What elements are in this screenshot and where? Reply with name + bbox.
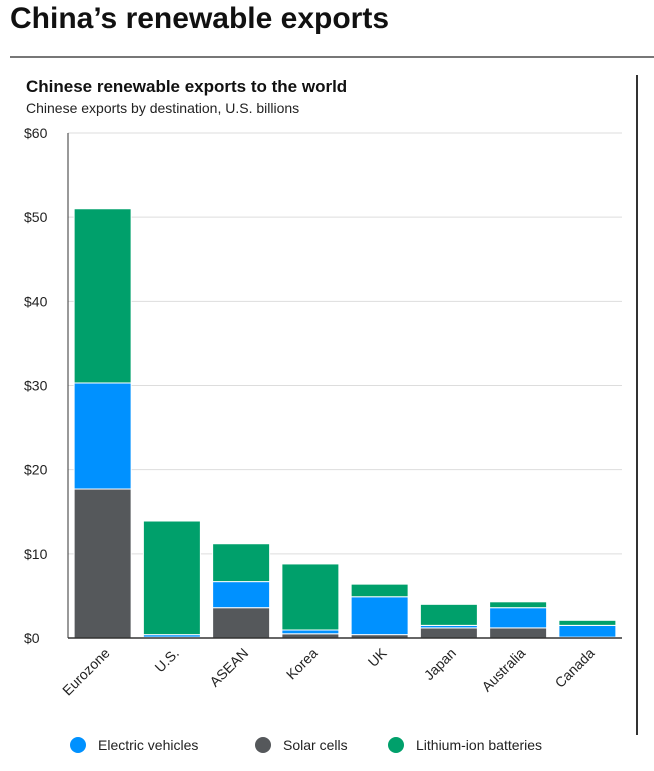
x-tick-label: ASEAN bbox=[206, 645, 251, 690]
legend-dot bbox=[388, 737, 404, 753]
legend-label: Electric vehicles bbox=[98, 737, 199, 753]
x-tick-label: U.S. bbox=[151, 645, 182, 676]
page-title: China’s renewable exports bbox=[10, 2, 390, 35]
x-tick-label: Canada bbox=[552, 645, 598, 691]
bar-electric-vehicles bbox=[558, 624, 617, 638]
chart-subtitle: Chinese exports by destination, U.S. bil… bbox=[26, 100, 300, 116]
y-tick-label: $0 bbox=[24, 630, 40, 646]
y-tick-label: $40 bbox=[24, 293, 48, 309]
bar-lithium-ion-batteries bbox=[212, 543, 271, 583]
bar-lithium-ion-batteries bbox=[73, 208, 132, 384]
x-tick-label: Australia bbox=[478, 645, 528, 695]
legend-dot bbox=[70, 737, 86, 753]
x-tick-label: Eurozone bbox=[59, 645, 113, 699]
legend-label: Solar cells bbox=[283, 737, 348, 753]
bar-electric-vehicles bbox=[281, 629, 340, 635]
legend-item-batteries: Lithium-ion batteries bbox=[388, 737, 542, 753]
legend-label: Lithium-ion batteries bbox=[416, 737, 543, 753]
divider-vertical bbox=[636, 75, 638, 735]
bar-electric-vehicles bbox=[73, 382, 132, 490]
bar-lithium-ion-batteries bbox=[350, 583, 409, 598]
legend-dot bbox=[255, 737, 271, 753]
x-tick-label: UK bbox=[365, 644, 391, 670]
chart-title: Chinese renewable exports to the world bbox=[26, 77, 348, 96]
bar-lithium-ion-batteries bbox=[558, 619, 617, 626]
bar-solar-cells bbox=[73, 488, 132, 639]
bar-lithium-ion-batteries bbox=[419, 603, 478, 626]
y-tick-label: $20 bbox=[24, 462, 48, 478]
bar-lithium-ion-batteries bbox=[142, 520, 201, 636]
bar-electric-vehicles bbox=[489, 607, 548, 629]
bar-electric-vehicles bbox=[212, 581, 271, 609]
bar-lithium-ion-batteries bbox=[489, 601, 548, 609]
bar-lithium-ion-batteries bbox=[281, 563, 340, 631]
bar-solar-cells bbox=[489, 627, 548, 639]
legend-item-ev: Electric vehicles bbox=[70, 737, 198, 753]
legend-item-solar: Solar cells bbox=[255, 737, 348, 753]
divider bbox=[10, 56, 654, 58]
y-tick-label: $30 bbox=[24, 378, 48, 394]
y-tick-label: $60 bbox=[24, 125, 48, 141]
bar-solar-cells bbox=[212, 607, 271, 639]
y-tick-label: $10 bbox=[24, 546, 48, 562]
bar-electric-vehicles bbox=[350, 596, 409, 636]
x-tick-label: Japan bbox=[421, 645, 459, 683]
bar-solar-cells bbox=[419, 627, 478, 639]
y-tick-label: $50 bbox=[24, 209, 48, 225]
x-tick-label: Korea bbox=[283, 645, 321, 683]
